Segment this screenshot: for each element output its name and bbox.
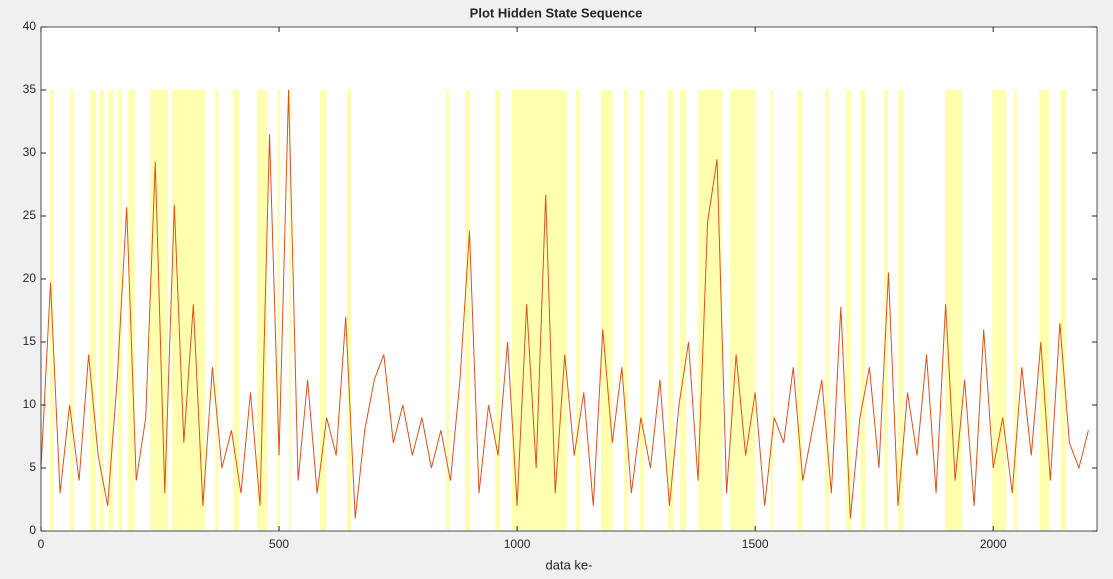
y-tick-label: 20 (23, 271, 37, 285)
state-band (729, 90, 756, 531)
state-band (576, 90, 580, 531)
x-tick-label: 1500 (742, 537, 769, 551)
state-band (70, 90, 74, 531)
state-band (90, 90, 97, 531)
state-band (825, 90, 829, 531)
y-tick-label: 10 (23, 397, 37, 411)
state-band (215, 90, 219, 531)
state-band (100, 90, 104, 531)
state-band (600, 90, 613, 531)
data-line (40, 89, 1089, 519)
state-band (128, 90, 135, 531)
state-band (770, 90, 774, 531)
state-band (171, 90, 206, 531)
y-tick-label: 15 (23, 334, 37, 348)
state-band (1060, 90, 1067, 531)
y-tick-label: 0 (29, 523, 36, 537)
state-band (860, 90, 866, 531)
state-band (679, 90, 687, 531)
state-band (897, 90, 904, 531)
state-band (884, 90, 888, 531)
state-band (668, 90, 674, 531)
lines (40, 89, 1089, 519)
state-band (495, 90, 500, 531)
x-tick-label: 0 (38, 537, 45, 551)
y-tick-label: 35 (23, 82, 37, 96)
y-tick-label: 40 (23, 19, 37, 33)
state-band (277, 90, 281, 531)
state-band (797, 90, 803, 531)
x-tick-label: 2000 (980, 537, 1007, 551)
state-band (118, 90, 122, 531)
state-band (446, 90, 450, 531)
state-band (232, 90, 240, 531)
state-band (289, 90, 291, 531)
state-band (945, 90, 963, 531)
state-band (1039, 90, 1050, 531)
y-tick-label: 30 (23, 145, 37, 159)
y-tick-label: 25 (23, 208, 37, 222)
x-axis-label: data ke- (546, 557, 593, 572)
y-tick-label: 5 (29, 460, 36, 474)
state-band (846, 90, 852, 531)
state-band (698, 90, 723, 531)
x-tick-label: 1000 (504, 537, 531, 551)
state-band (347, 90, 351, 531)
x-tick-label: 500 (269, 537, 289, 551)
bands (50, 90, 1067, 531)
chart-title: Plot Hidden State Sequence (470, 5, 643, 20)
state-band (511, 90, 568, 531)
state-band (992, 90, 1007, 531)
state-band (257, 90, 268, 531)
state-band (1014, 90, 1018, 531)
state-band (465, 90, 470, 531)
state-band (108, 90, 113, 531)
state-band (639, 90, 645, 531)
state-band (624, 90, 629, 531)
state-band (319, 90, 327, 531)
